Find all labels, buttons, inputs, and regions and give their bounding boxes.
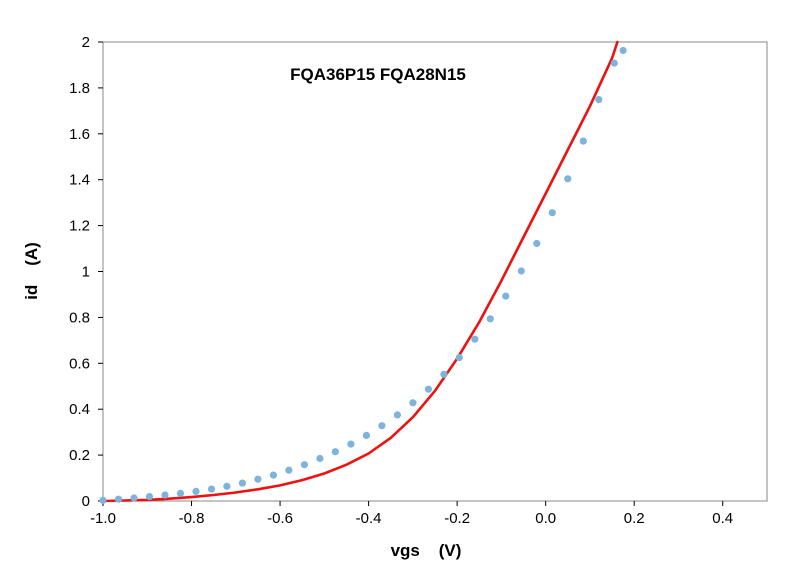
- data-point: [517, 267, 525, 275]
- x-tick-label: -0.6: [267, 510, 293, 527]
- data-point: [130, 494, 138, 502]
- data-point: [471, 335, 479, 343]
- data-point: [254, 475, 262, 483]
- data-point: [223, 482, 231, 490]
- data-point: [610, 59, 618, 67]
- data-point: [455, 354, 463, 362]
- data-point: [619, 46, 627, 55]
- data-point: [347, 440, 355, 448]
- x-axis-title: vgs (V): [391, 541, 462, 560]
- data-point: [114, 495, 123, 503]
- data-point: [502, 292, 510, 300]
- y-tick-label: 1.2: [69, 218, 90, 235]
- x-tick-label: 0.2: [624, 510, 645, 527]
- data-point: [424, 385, 432, 393]
- data-point: [145, 493, 154, 501]
- x-tick-label: -1.0: [90, 510, 116, 527]
- data-point: [285, 466, 293, 474]
- y-tick-label: 0.6: [69, 355, 90, 372]
- data-point: [316, 454, 324, 463]
- chart-title: FQA36P15 FQA28N15: [290, 65, 466, 84]
- data-point: [99, 496, 107, 504]
- data-point: [393, 411, 401, 419]
- x-tick-label: -0.4: [356, 510, 382, 527]
- data-point: [331, 448, 339, 456]
- y-tick-label: 1.4: [69, 172, 90, 189]
- series-layer: [99, 40, 627, 504]
- data-point: [269, 471, 277, 479]
- y-axis-title: id (A): [22, 242, 41, 300]
- y-tick-label: 0: [82, 493, 90, 510]
- y-tick-label: 0.4: [69, 401, 90, 418]
- data-point: [486, 315, 494, 323]
- x-tick-label: -0.2: [444, 510, 470, 527]
- y-tick-label: 0.2: [69, 447, 90, 464]
- data-point: [207, 485, 216, 493]
- y-axis: 0 0.2 0.4 0.6 0.8 1 1.2 1.4 1.6 1.8 2: [69, 34, 103, 510]
- y-tick-label: 1: [82, 264, 90, 281]
- data-point: [176, 489, 185, 497]
- data-point: [161, 491, 169, 499]
- data-point: [440, 370, 448, 378]
- data-point: [300, 461, 308, 469]
- data-point: [579, 137, 587, 145]
- data-point: [533, 239, 541, 248]
- plot-area: [102, 41, 768, 502]
- model-curve: [101, 40, 619, 503]
- x-tick-label: 0.0: [535, 510, 556, 527]
- data-point: [362, 431, 370, 439]
- data-point: [378, 422, 386, 430]
- x-axis: -1.0 -0.8 -0.6 -0.4 -0.2 0.0 0.2 0.4: [90, 501, 733, 527]
- y-tick-label: 1.6: [69, 126, 90, 143]
- y-tick-label: 2: [82, 34, 90, 51]
- data-point: [595, 96, 603, 104]
- y-tick-label: 1.8: [69, 80, 90, 97]
- x-tick-label: -0.8: [179, 510, 205, 527]
- data-point: [409, 399, 417, 407]
- data-point: [238, 479, 246, 487]
- data-point: [548, 209, 556, 217]
- data-point: [192, 487, 200, 495]
- y-tick-label: 0.8: [69, 309, 90, 326]
- data-point: [564, 175, 572, 183]
- x-tick-label: 0.4: [712, 510, 733, 527]
